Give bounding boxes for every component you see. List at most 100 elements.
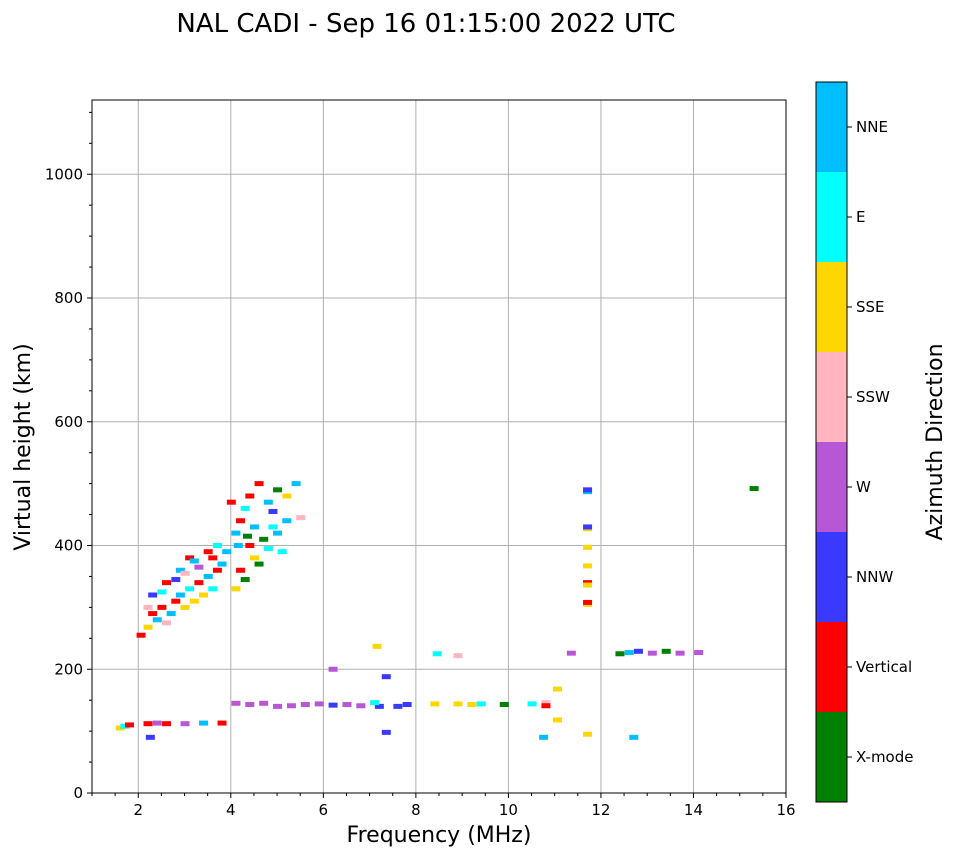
colorbar: X-mode Vertical NNW W SSW SSE E NNE [815,81,913,803]
data-point [432,651,442,657]
data-point [222,549,232,555]
x-tick-label: 4 [226,801,236,819]
colorbar-tick-label: SSE [856,298,885,316]
data-point [162,620,172,626]
data-point [661,648,671,654]
data-point [629,734,639,740]
colorbar-tick-label: E [856,208,865,226]
data-point [175,592,185,598]
y-axis: 0 200 400 600 800 1000 [45,111,92,802]
grid [92,100,786,794]
data-point [254,561,264,567]
y-tick-label: 400 [54,537,83,555]
data-point [143,721,153,727]
data-point [245,493,255,499]
data-point [499,702,509,708]
data-point [162,580,172,586]
data-point [242,533,252,539]
y-tick-label: 1000 [45,165,83,183]
data-point [148,611,158,617]
data-point [254,481,264,487]
data-point [263,546,273,552]
data-point [231,530,241,536]
data-point [259,700,269,706]
data-point [180,570,190,576]
x-tick-label: 10 [499,801,518,819]
data-point [374,703,384,709]
data-point [249,524,259,530]
x-axis: 2 4 6 8 10 12 14 16 [91,793,796,819]
data-point [282,493,292,499]
data-point [467,702,477,708]
data-point [300,702,310,708]
chart-title: NAL CADI - Sep 16 01:15:00 2022 UTC [176,9,675,39]
data-point [120,723,130,729]
colorbar-segment [816,532,847,622]
data-point [231,586,241,592]
colorbar-segment [816,712,847,802]
colorbar-segment [816,352,847,442]
data-point [566,650,576,656]
data-point [162,721,172,727]
data-point [381,729,391,735]
data-point [277,549,287,555]
data-point [199,592,209,598]
data-point [231,700,241,706]
colorbar-frame [815,81,848,803]
data-point [381,674,391,680]
data-point [240,577,250,583]
data-point [314,701,324,707]
data-point [273,530,283,536]
x-tick-label: 2 [133,801,143,819]
colorbar-tick-label: X-mode [856,748,913,766]
data-point [115,725,125,731]
data-point [402,702,412,708]
data-point [476,701,486,707]
data-point [194,564,204,570]
data-point [328,666,338,672]
data-point [328,702,338,708]
data-point [268,524,278,530]
data-point [166,611,176,617]
data-point [583,731,593,737]
data-point [157,589,167,595]
data-point [185,555,195,561]
data-point [212,567,222,573]
data-point [180,721,190,727]
colorbar-segment [816,82,847,172]
data-point [296,515,306,521]
data-point [263,499,273,505]
colorbar-tick-label: NNW [856,568,893,586]
y-tick-label: 600 [54,413,83,431]
data-point [180,604,190,610]
colorbar-label: Azimuth Direction [923,343,948,540]
data-point [249,555,259,561]
data-point [185,586,195,592]
x-tick-label: 16 [776,801,795,819]
y-tick-label: 0 [73,784,83,802]
data-point [286,703,296,709]
colorbar-tick-label: NNE [856,118,888,136]
data-point [240,505,250,511]
data-point [583,487,593,493]
data-point [212,543,222,548]
x-tick-label: 12 [591,801,610,819]
data-point [199,720,209,726]
data-point [171,598,181,604]
data-point [583,599,593,605]
data-point [268,508,278,514]
data-point [145,734,155,740]
data-point [539,734,549,740]
data-point [245,702,255,708]
data-point [527,701,537,707]
data-point [148,592,158,598]
data-point [647,650,657,656]
data-point [157,604,167,610]
y-tick-label: 200 [54,660,83,678]
data-point [226,499,236,505]
data-point [393,703,403,709]
data-point [143,604,153,610]
data-point [615,651,625,657]
data-point [372,643,382,649]
